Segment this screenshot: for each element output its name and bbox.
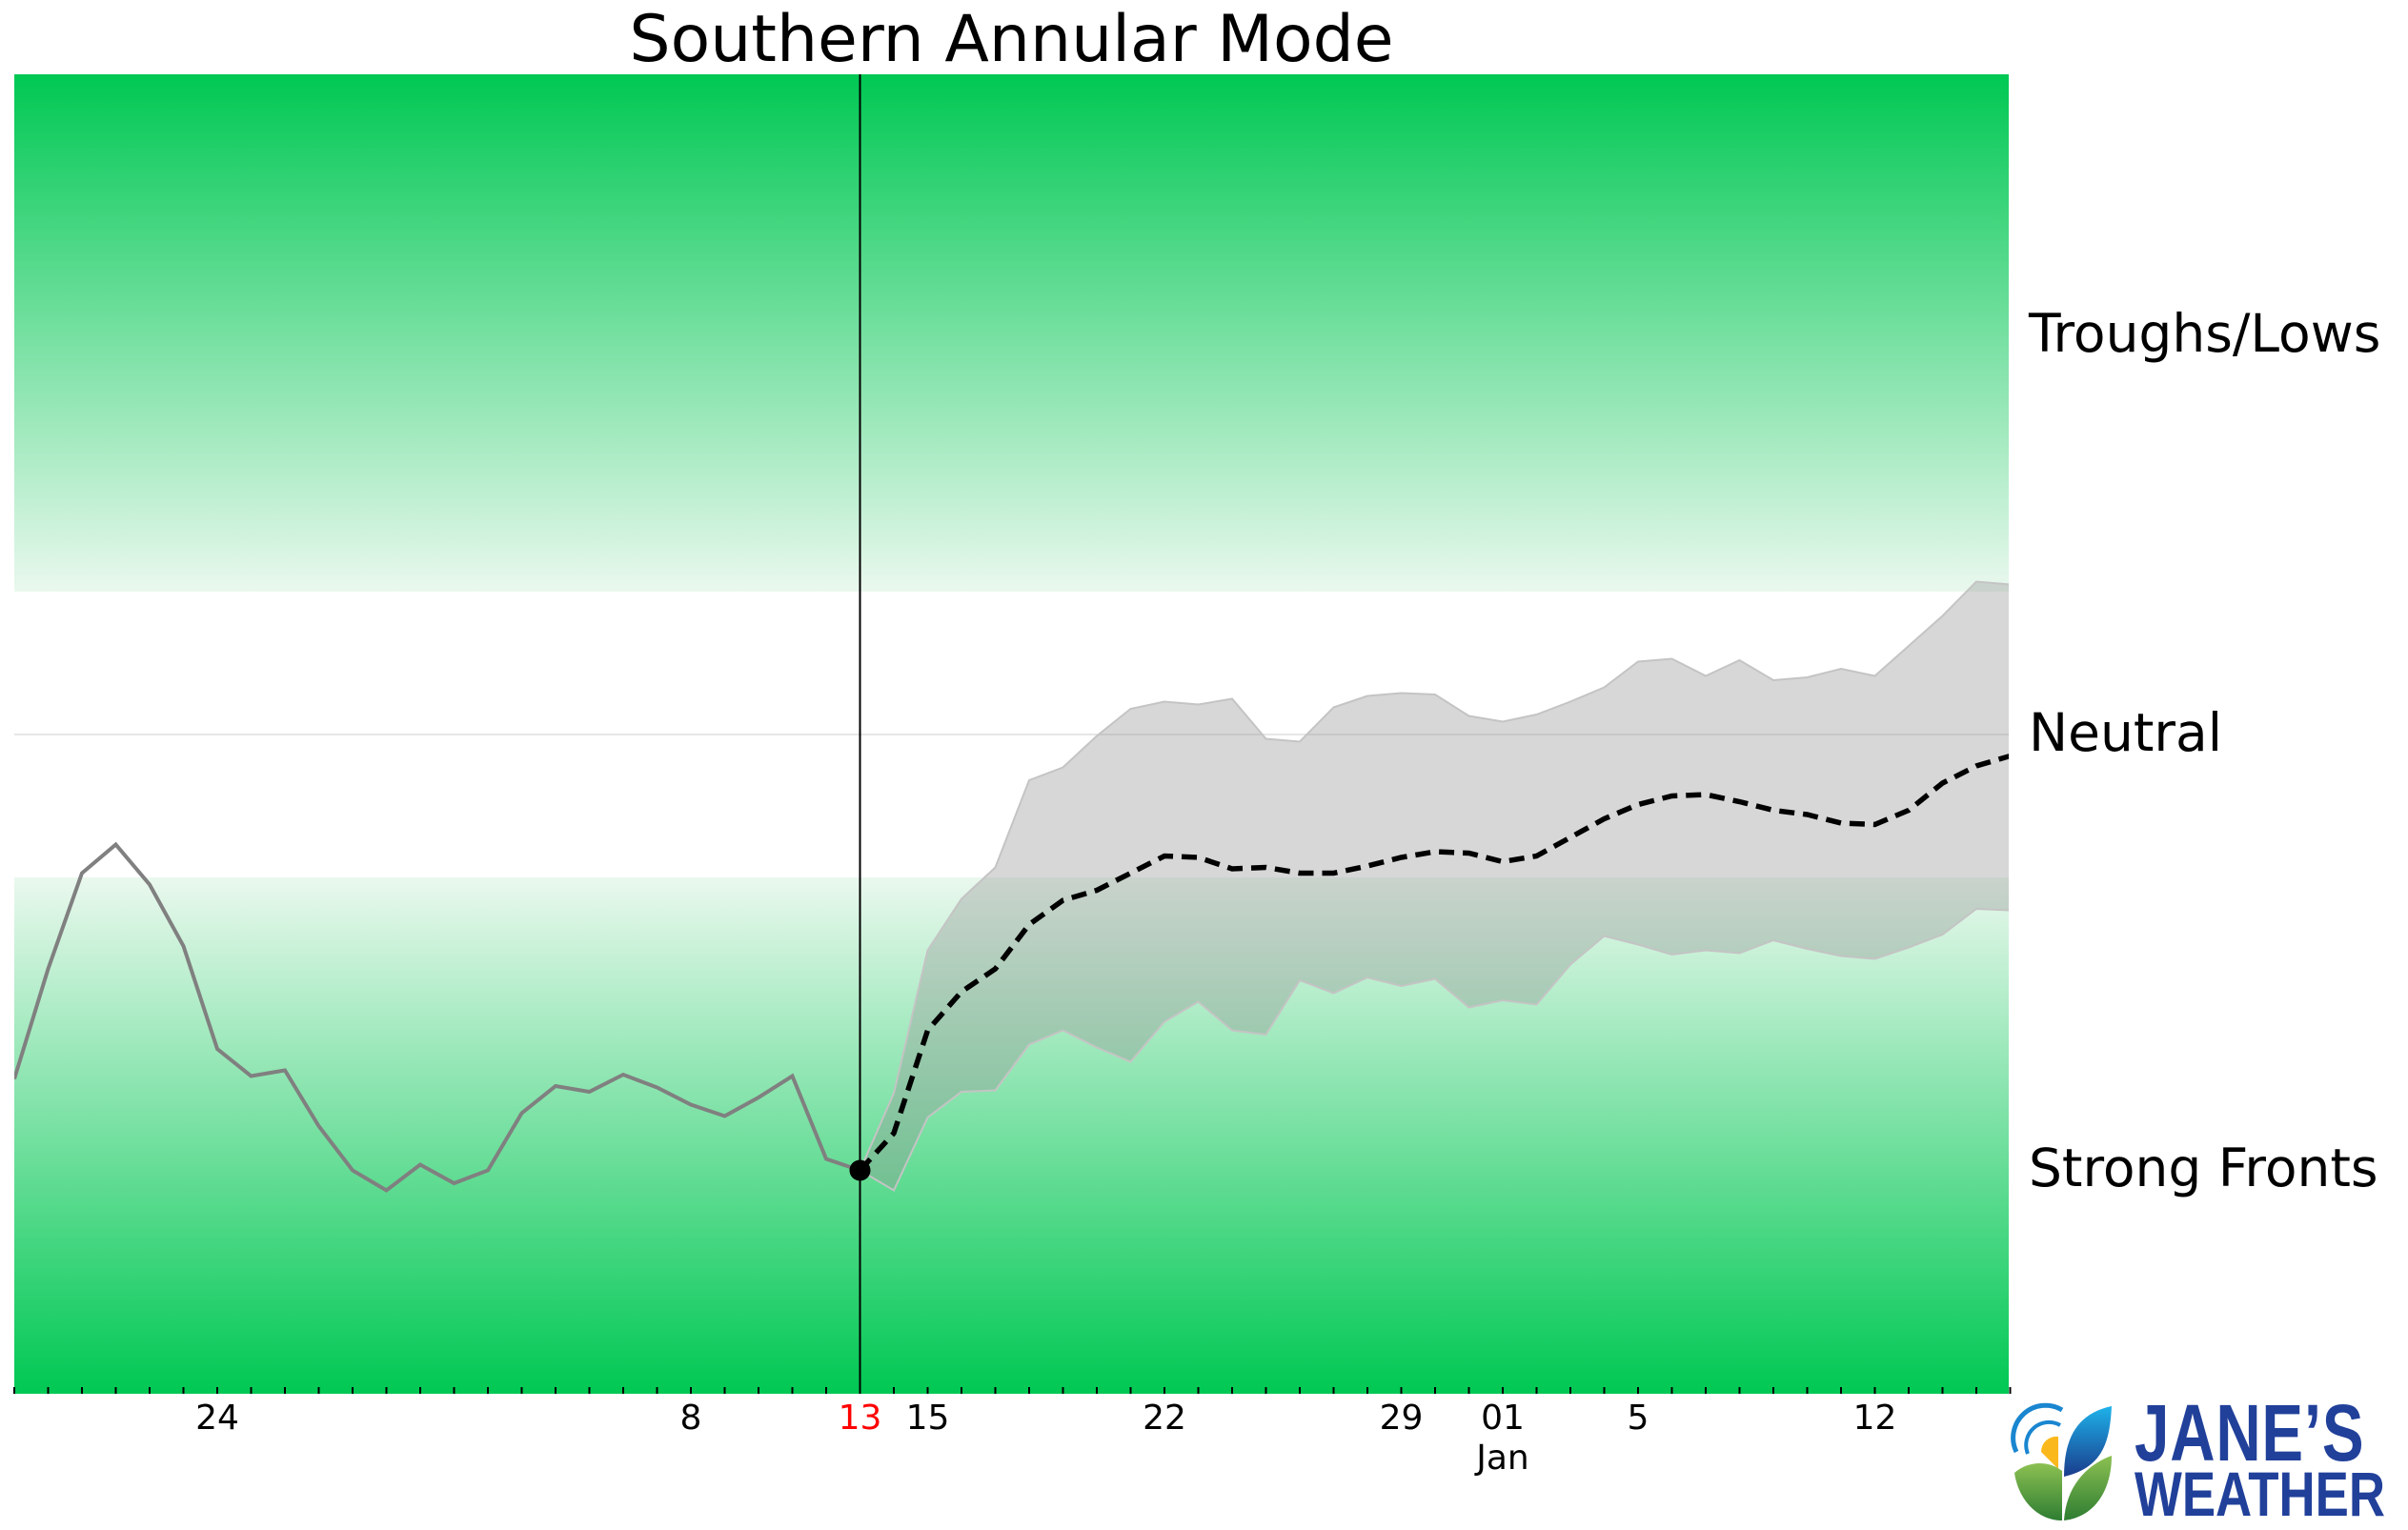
x-tick-label: 29 bbox=[1379, 1399, 1424, 1438]
logo-leaf-icon bbox=[2011, 1402, 2112, 1520]
x-tick-label: 13 bbox=[838, 1399, 882, 1438]
forecast-range-band bbox=[859, 580, 2009, 1192]
strong-fronts-region bbox=[14, 877, 2009, 1394]
chart-title: Southern Annular Mode bbox=[629, 2, 1394, 77]
x-tick-label: 12 bbox=[1852, 1399, 1897, 1438]
x-tick-label: 5 bbox=[1627, 1399, 1649, 1438]
today-marker-dot bbox=[849, 1159, 871, 1181]
forecast-mean-line bbox=[858, 754, 2009, 1173]
x-tick-label: 15 bbox=[905, 1399, 950, 1438]
x-tick-label: 8 bbox=[679, 1399, 702, 1438]
plot-area bbox=[13, 74, 2012, 1394]
x-tick-label: 22 bbox=[1143, 1399, 1186, 1438]
troughs-lows-region bbox=[14, 74, 2009, 592]
x-tick-month-label: Jan bbox=[1476, 1439, 1529, 1478]
label-neutral: Neutral bbox=[2029, 702, 2223, 763]
x-axis-minor-ticks bbox=[13, 1387, 2012, 1394]
label-strong-fronts: Strong Fronts bbox=[2029, 1137, 2378, 1198]
x-tick-label: 01 bbox=[1481, 1399, 1525, 1438]
x-tick-label: 24 bbox=[195, 1399, 239, 1438]
janes-weather-logo: JANE’S WEATHER bbox=[2009, 1388, 2408, 1529]
observed-line bbox=[14, 841, 861, 1193]
logo-text-weather: WEATHER bbox=[2135, 1459, 2385, 1529]
logo-text-janes: JANE’S bbox=[2135, 1388, 2365, 1478]
label-troughs-lows: Troughs/Lows bbox=[2029, 303, 2381, 364]
